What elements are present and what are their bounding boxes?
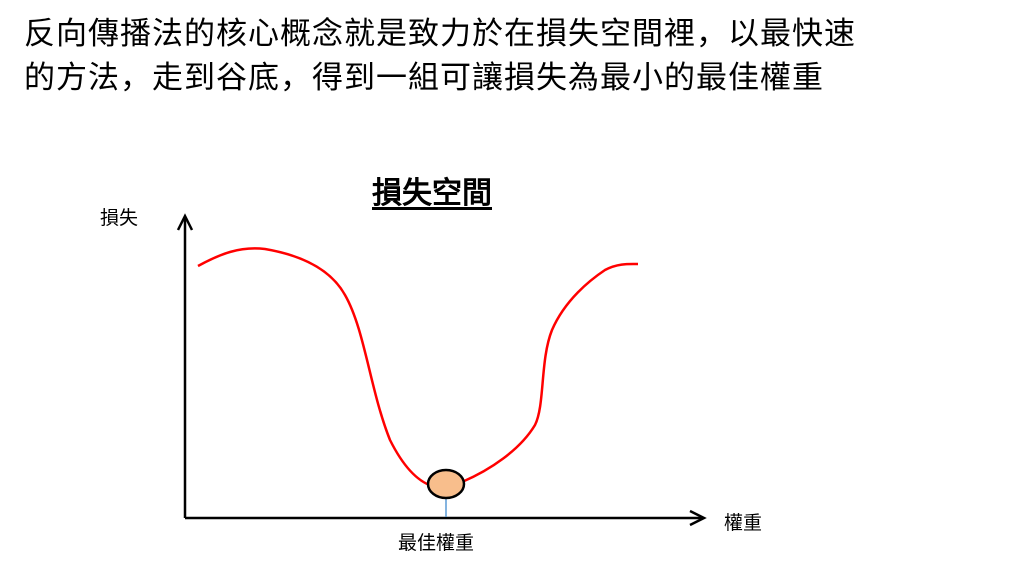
- slide-heading: 反向傳播法的核心概念就是致力於在損失空間裡，以最快速 的方法，走到谷底，得到一組…: [24, 12, 1014, 100]
- y-axis-label: 損失: [100, 207, 139, 229]
- x-axis-arrow-icon: [689, 509, 707, 527]
- minimum-label: 最佳權重: [398, 532, 475, 554]
- x-axis-label: 權重: [724, 512, 763, 534]
- heading-line-2: 的方法，走到谷底，得到一組可讓損失為最小的最佳權重: [24, 60, 824, 96]
- diagram-title: 損失空間: [372, 176, 492, 211]
- minimum-point: [426, 468, 466, 500]
- heading-line-1: 反向傳播法的核心概念就是致力於在損失空間裡，以最快速: [24, 16, 856, 52]
- y-axis-arrow-icon: [176, 213, 194, 231]
- loss-curve: [197, 247, 639, 488]
